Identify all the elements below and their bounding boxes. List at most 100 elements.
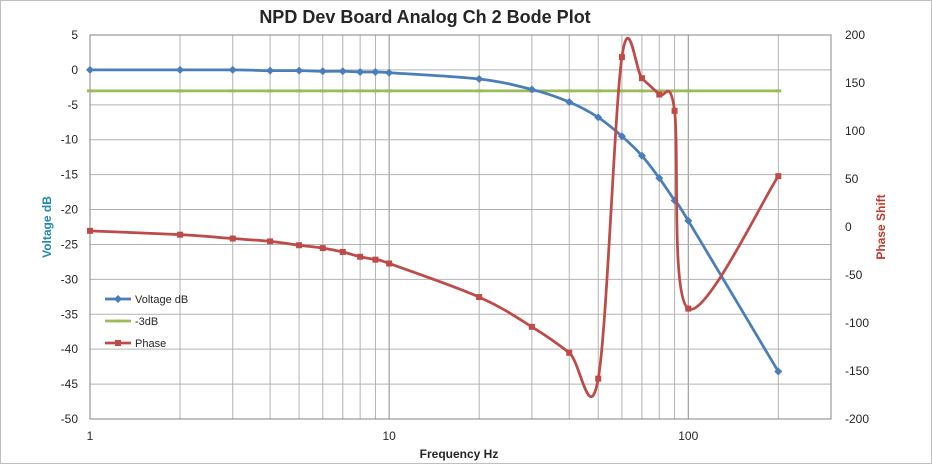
y-tick-label: -40 xyxy=(61,342,79,356)
series-phase xyxy=(87,36,782,399)
y2-axis-label: Phase Shift xyxy=(874,194,888,259)
data-point-phase xyxy=(595,375,602,382)
data-point-voltage-db xyxy=(338,67,347,76)
data-point-phase xyxy=(528,323,535,330)
legend: Voltage dB -3dB Phase xyxy=(105,294,188,350)
data-point-voltage-db xyxy=(655,174,664,183)
data-point-phase xyxy=(775,173,782,180)
data-point-3db xyxy=(357,89,364,93)
data-point-phase xyxy=(476,294,483,301)
series-voltage-db xyxy=(86,65,783,376)
y-tick-label: -45 xyxy=(61,377,79,391)
data-point-phase xyxy=(357,253,364,260)
data-point-voltage-db xyxy=(684,216,693,225)
data-point-phase xyxy=(671,107,678,114)
data-point-3db xyxy=(618,89,625,93)
data-point-voltage-db xyxy=(228,65,237,74)
data-point-phase xyxy=(87,227,93,234)
y-tick-label: -5 xyxy=(67,98,78,112)
data-point-3db xyxy=(372,89,379,93)
x-axis-label: Frequency Hz xyxy=(420,447,499,461)
data-point-voltage-db xyxy=(527,85,536,94)
legend-marker-voltage-db xyxy=(114,295,122,303)
y-tick-label: -25 xyxy=(61,237,79,251)
y-tick-label: 0 xyxy=(71,63,78,77)
data-point-3db xyxy=(595,89,602,93)
data-point-3db xyxy=(386,89,393,93)
data-point-3db xyxy=(476,89,483,93)
data-point-voltage-db xyxy=(318,67,327,76)
y2-tick-label: 200 xyxy=(845,28,865,42)
data-point-voltage-db xyxy=(86,65,94,74)
data-point-3db xyxy=(656,89,663,93)
y2-tick-label: -50 xyxy=(845,268,863,282)
left-axis-ticks: 5 0 -5 -10 -15 -20 -25 -30 -35 -40 -45 -50 xyxy=(61,28,79,426)
right-axis-ticks: 200 150 100 50 0 -50 -100 -150 -200 xyxy=(845,28,869,426)
y2-tick-label: 100 xyxy=(845,124,865,138)
y2-tick-label: 150 xyxy=(845,76,865,90)
y2-tick-label: -150 xyxy=(845,364,869,378)
data-point-3db xyxy=(177,89,184,93)
legend-label-voltage-db: Voltage dB xyxy=(135,294,188,306)
data-point-voltage-db xyxy=(266,66,275,75)
series-3db xyxy=(87,89,782,93)
data-point-phase xyxy=(177,231,184,238)
x-tick-label: 10 xyxy=(382,429,396,443)
series-layer xyxy=(86,36,783,399)
data-point-phase xyxy=(372,256,379,263)
y2-tick-label: -100 xyxy=(845,316,869,330)
data-point-3db xyxy=(775,89,782,93)
data-point-voltage-db xyxy=(371,68,380,77)
x-axis-ticks: 1 10 100 xyxy=(87,429,699,443)
y2-tick-label: 50 xyxy=(845,172,859,186)
data-point-voltage-db xyxy=(637,151,646,160)
data-point-voltage-db xyxy=(475,74,484,83)
y2-tick-label: -200 xyxy=(845,412,869,426)
x-tick-label: 100 xyxy=(678,429,698,443)
data-point-phase xyxy=(685,305,692,312)
data-point-3db xyxy=(267,89,274,93)
legend-label-3db: -3dB xyxy=(135,316,158,328)
data-point-3db xyxy=(87,89,93,93)
data-point-3db xyxy=(319,89,326,93)
data-point-3db xyxy=(229,89,236,93)
y-tick-label: -10 xyxy=(61,133,79,147)
data-point-phase xyxy=(638,75,645,82)
data-point-phase xyxy=(296,242,303,249)
data-point-3db xyxy=(685,89,692,93)
data-point-voltage-db xyxy=(385,68,394,77)
y-tick-label: -30 xyxy=(61,272,79,286)
y-tick-label: 5 xyxy=(71,28,78,42)
y-tick-label: -35 xyxy=(61,307,79,321)
y2-tick-label: 0 xyxy=(845,220,852,234)
plot-area-border xyxy=(89,34,832,420)
data-point-phase xyxy=(566,349,573,356)
chart-title: NPD Dev Board Analog Ch 2 Bode Plot xyxy=(259,7,590,27)
y-tick-label: -20 xyxy=(61,203,79,217)
gridlines xyxy=(89,34,832,420)
y-axis-label: Voltage dB xyxy=(40,196,54,258)
data-point-voltage-db xyxy=(565,98,574,107)
data-point-phase xyxy=(386,260,393,267)
data-point-3db xyxy=(671,89,678,93)
legend-label-phase: Phase xyxy=(135,338,166,350)
data-point-phase xyxy=(267,238,274,245)
data-point-voltage-db xyxy=(774,367,783,376)
data-point-voltage-db xyxy=(617,132,626,141)
data-point-phase xyxy=(229,235,236,242)
data-point-voltage-db xyxy=(594,113,603,122)
data-point-phase xyxy=(618,54,625,61)
y-tick-label: -15 xyxy=(61,168,79,182)
data-point-voltage-db xyxy=(295,66,304,75)
legend-marker-3db xyxy=(115,319,121,323)
data-point-voltage-db xyxy=(356,68,365,77)
data-point-phase xyxy=(339,248,346,255)
data-point-3db xyxy=(638,89,645,93)
y-tick-label: -50 xyxy=(61,412,79,426)
data-point-3db xyxy=(296,89,303,93)
data-point-3db xyxy=(566,89,573,93)
data-point-phase xyxy=(656,91,663,98)
data-point-voltage-db xyxy=(176,65,185,74)
